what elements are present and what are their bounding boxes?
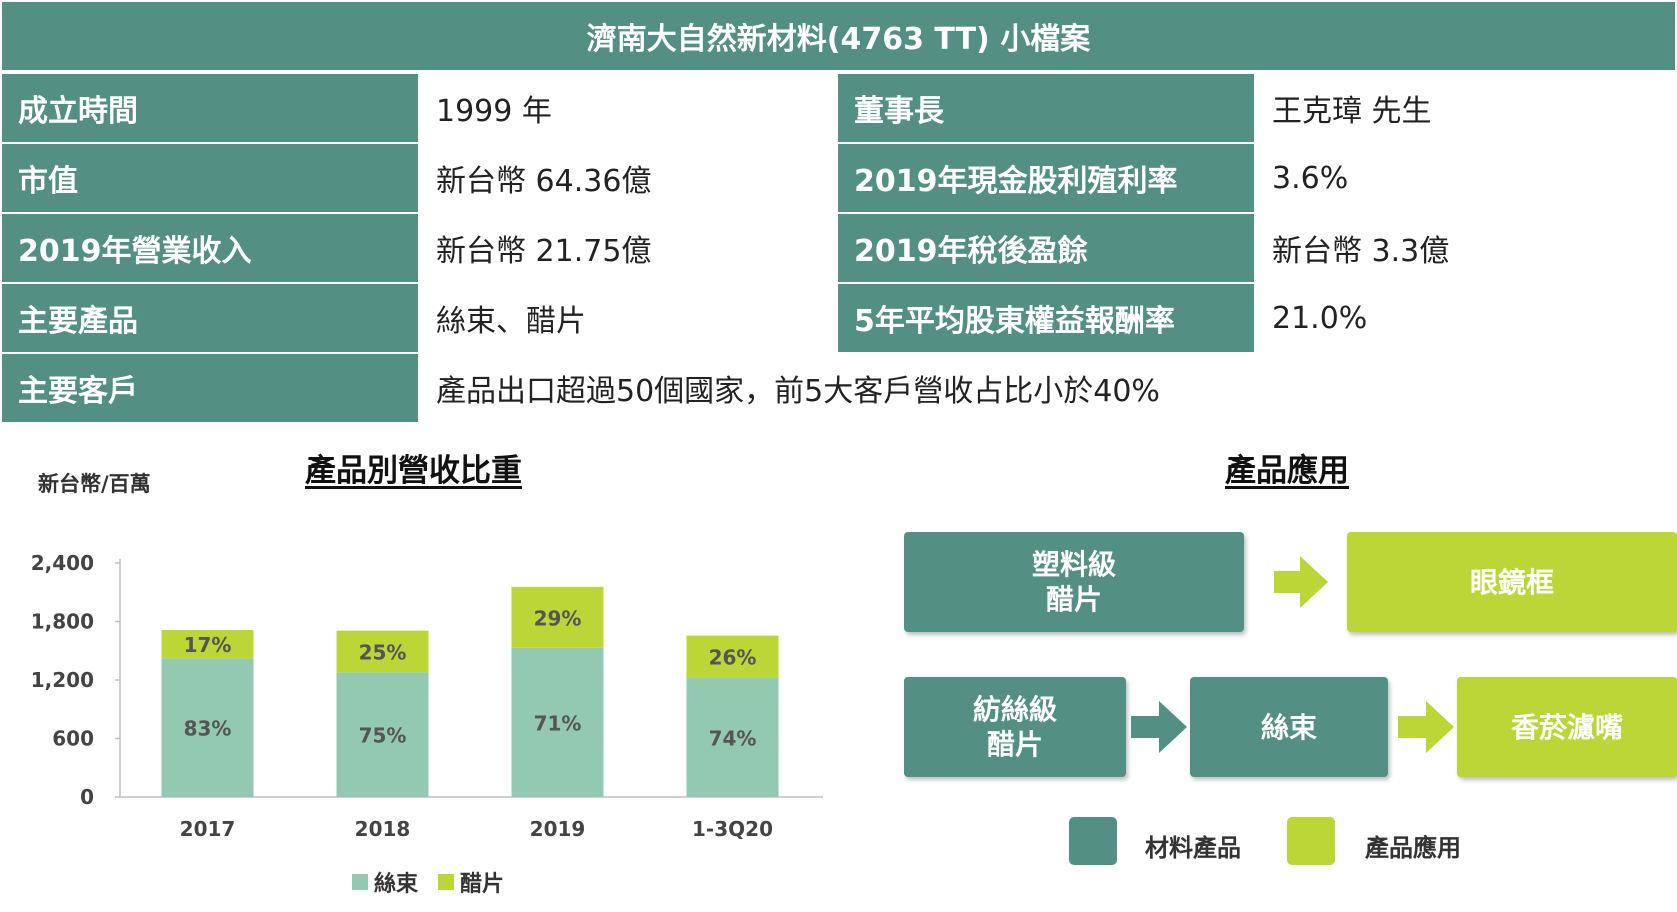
- bar-flake: [686, 635, 779, 678]
- table-row: 主要產品 絲束、醋片 5年平均股東權益報酬率 21.0%: [2, 284, 1675, 352]
- bar-tow: [336, 672, 429, 797]
- eyeglass-frames-label: 眼鏡框: [1469, 565, 1554, 599]
- legend-label-flake: 醋片: [460, 872, 505, 897]
- value-net-income: 新台幣 3.3億: [1254, 214, 1675, 282]
- table-row: 主要客戶 產品出口超過50個國家，前5大客戶營收占比小於40%: [2, 354, 1675, 422]
- bar-tow: [161, 658, 254, 797]
- value-founded: 1999 年: [418, 74, 838, 142]
- y-tick-label: 1,800: [31, 610, 94, 634]
- bar-flake: [511, 586, 604, 648]
- legend-swatch-tow: [352, 874, 368, 890]
- value-roe: 21.0%: [1254, 284, 1675, 352]
- bar-data-label: 83%: [184, 717, 232, 741]
- y-tick-label: 0: [80, 785, 94, 809]
- bar-data-label: 26%: [709, 646, 757, 670]
- bar-data-label: 29%: [534, 606, 582, 630]
- eyeglass-frames-box: 眼鏡框: [1347, 532, 1677, 632]
- arrow-right-icon: [1274, 556, 1328, 608]
- applications-title: 產品應用: [1225, 453, 1349, 489]
- bar-data-label: 71%: [534, 711, 582, 735]
- value-main-products: 絲束、醋片: [418, 284, 838, 352]
- unit-label: 新台幣/百萬: [38, 472, 151, 496]
- bar-tow: [511, 647, 604, 797]
- bar-data-label: 75%: [359, 724, 407, 748]
- y-tick-label: 1,200: [31, 668, 94, 692]
- plastic-grade-flake-label: 塑料級 醋片: [1031, 548, 1116, 616]
- label-net-income: 2019年稅後盈餘: [838, 214, 1254, 282]
- chart-legend: 絲束 醋片: [352, 866, 524, 898]
- label-chairman: 董事長: [838, 74, 1254, 142]
- label-dividend-yield: 2019年現金股利殖利率: [838, 144, 1254, 212]
- bar-flake: [336, 630, 429, 673]
- y-tick-label: 2,400: [31, 551, 94, 575]
- value-dividend-yield: 3.6%: [1254, 144, 1675, 212]
- label-roe: 5年平均股東權益報酬率: [838, 284, 1254, 352]
- label-market-cap: 市值: [2, 144, 418, 212]
- textile-grade-flake-label: 紡絲級 醋片: [972, 693, 1057, 761]
- y-tick-label: 600: [52, 727, 94, 751]
- label-main-products: 主要產品: [2, 284, 418, 352]
- page-title: 濟南大自然新材料(4763 TT) 小檔案: [2, 2, 1675, 70]
- textile-grade-flake-box: 紡絲級 醋片: [904, 677, 1126, 777]
- bar-data-label: 17%: [184, 633, 232, 657]
- bar-data-label: 25%: [359, 640, 407, 664]
- x-tick-label: 2017: [180, 817, 236, 841]
- key-swatch-material: [1069, 817, 1117, 865]
- x-tick-label: 1-3Q20: [692, 817, 773, 841]
- table-row: 市值 新台幣 64.36億 2019年現金股利殖利率 3.6%: [2, 144, 1675, 212]
- table-row: 2019年營業收入 新台幣 21.75億 2019年稅後盈餘 新台幣 3.3億: [2, 214, 1675, 282]
- x-tick-label: 2019: [530, 817, 586, 841]
- key-label-material: 材料產品: [1145, 834, 1241, 862]
- label-main-customers: 主要客戶: [2, 354, 418, 422]
- legend-item-tow: 絲束: [352, 866, 418, 898]
- legend-swatch-flake: [438, 874, 455, 890]
- value-revenue: 新台幣 21.75億: [418, 214, 838, 282]
- legend-label-tow: 絲束: [374, 872, 419, 897]
- arrow-right-icon: [1131, 701, 1187, 753]
- bar-data-label: 74%: [709, 726, 757, 750]
- cigarette-filter-label: 香菸濾嘴: [1510, 710, 1623, 744]
- table-row: 成立時間 1999 年 董事長 王克璋 先生: [2, 74, 1675, 142]
- company-profile-table: 成立時間 1999 年 董事長 王克璋 先生 市值 新台幣 64.36億 201…: [2, 74, 1675, 424]
- legend-item-flake: 醋片: [438, 866, 504, 898]
- tow-label: 絲束: [1260, 710, 1317, 744]
- bar-tow: [686, 677, 779, 797]
- arrow-right-icon: [1398, 701, 1454, 753]
- key-label-application: 產品應用: [1365, 834, 1461, 862]
- revenue-mix-chart: 0 600 1,200 1,800 2,400 83% 17% 2017 75% 25% 2018 7…: [31, 551, 823, 841]
- cigarette-filter-box: 香菸濾嘴: [1457, 677, 1677, 777]
- label-founded: 成立時間: [2, 74, 418, 142]
- label-revenue: 2019年營業收入: [2, 214, 418, 282]
- value-market-cap: 新台幣 64.36億: [418, 144, 838, 212]
- bar-flake: [161, 629, 254, 659]
- key-swatch-application: [1287, 817, 1335, 865]
- value-main-customers: 產品出口超過50個國家，前5大客戶營收占比小於40%: [418, 354, 1675, 422]
- tow-box: 絲束: [1190, 677, 1388, 777]
- value-chairman: 王克璋 先生: [1254, 74, 1675, 142]
- x-tick-label: 2018: [355, 817, 411, 841]
- chart-title: 產品別營收比重: [305, 453, 522, 489]
- plastic-grade-flake-box: 塑料級 醋片: [904, 532, 1244, 632]
